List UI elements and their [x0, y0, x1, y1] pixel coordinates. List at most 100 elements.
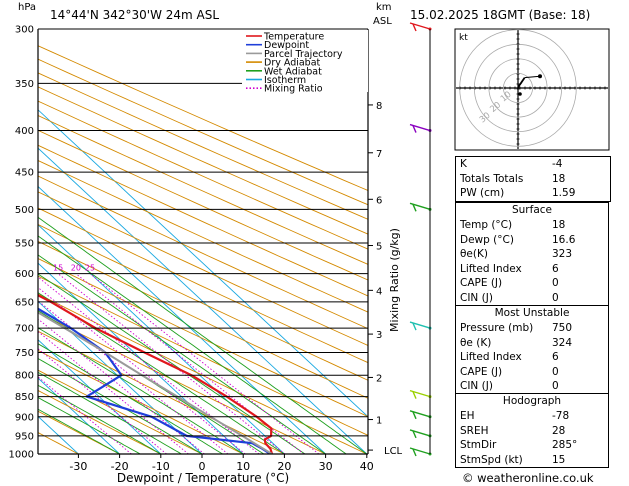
hodograph-frame: [454, 28, 610, 151]
legend-label: Parcel Trajectory: [264, 49, 343, 60]
datetime-title: 15.02.2025 18GMT (Base: 18): [410, 8, 591, 22]
x-tick-label: -20: [111, 460, 129, 473]
isotherm-line: [38, 339, 162, 454]
most-unstable-row: Pressure (mb) 750: [456, 321, 608, 336]
dry-adiabat-line: [38, 45, 368, 191]
wind-barb-flag: [412, 430, 417, 439]
hpa-axis-label: hPa: [18, 2, 37, 13]
wind-barb: [409, 447, 431, 455]
dry-adiabat-line: [38, 129, 368, 281]
surface-value: 0: [552, 277, 559, 290]
hodograph-mean-point: [518, 92, 522, 96]
wind-barbs: [409, 22, 432, 457]
index-key: K: [460, 158, 467, 170]
km-tick-label: 5: [376, 242, 382, 253]
wet-adiabat-line: [38, 310, 265, 454]
pressure-tick-label: 600: [15, 269, 34, 280]
index-key: PW (cm): [460, 187, 505, 200]
wind-barb: [409, 22, 431, 30]
wind-barb-flag: [412, 322, 417, 331]
hodograph-param-value: 285°: [552, 439, 578, 452]
most-unstable-value: 6: [552, 351, 559, 364]
dry-adiabat-line: [38, 389, 162, 454]
hodograph-param-key: EH: [460, 410, 475, 422]
pressure-tick-label: 900: [15, 412, 34, 423]
pressure-tick-label: 450: [15, 168, 34, 179]
isotherm-line: [38, 262, 244, 454]
wet-adiabat-line: [38, 327, 244, 454]
hodograph-trace: [517, 77, 526, 89]
wind-barb-flag: [412, 448, 417, 457]
pressure-tick-label: 500: [15, 205, 34, 216]
wet-adiabat-line: [38, 408, 120, 454]
index-row: PW (cm) 1.59: [456, 186, 610, 201]
x-tick-label: 10: [236, 460, 250, 473]
legend-label: Temperature: [263, 32, 324, 43]
surface-row: θe(K) 323: [456, 247, 608, 262]
wind-barb-flag: [412, 125, 417, 133]
km-tick-label: 7: [376, 149, 382, 160]
mixing-ratio-line: [89, 273, 320, 454]
pressure-tick-label: 700: [15, 324, 34, 335]
wet-adiabat-line: [38, 396, 141, 454]
hodograph-param-value: -78: [552, 410, 570, 422]
isotherm-line: [38, 300, 203, 454]
wind-barb-flag: [412, 411, 417, 420]
isotherm-line: [38, 224, 285, 454]
most-unstable-title: Most Unstable: [494, 307, 570, 319]
surface-key: Dewp (°C): [460, 233, 514, 246]
surface-key: Lifted Index: [460, 262, 522, 275]
legend-label: Wet Adiabat: [264, 66, 322, 77]
y-axis-title: Mixing Ratio (g/kg): [388, 228, 401, 332]
most-unstable-key: CIN (J): [460, 380, 493, 393]
surface-row: CAPE (J) 0: [456, 276, 608, 291]
legend-label: Isotherm: [264, 75, 306, 86]
dry-adiabat-line: [38, 349, 244, 454]
x-tick-label: 0: [199, 460, 206, 473]
pressure-tick-label: 400: [15, 126, 34, 137]
hodograph-param-value: 28: [552, 424, 566, 437]
hodograph-param-row: StmDir 285°: [456, 438, 608, 453]
dry-adiabat-line: [38, 369, 203, 454]
x-tick-label: 30: [319, 460, 333, 473]
hodograph-param-key: SREH: [460, 424, 489, 437]
isotherm-line: [38, 377, 120, 454]
x-tick-label: 40: [360, 460, 374, 473]
most-unstable-value: 0: [552, 380, 559, 393]
wet-adiabat-line: [38, 384, 162, 454]
most-unstable-key: Pressure (mb): [460, 322, 534, 334]
pressure-tick-label: 800: [15, 371, 34, 382]
surface-value: 0: [552, 291, 559, 304]
lcl-label: LCL: [384, 446, 403, 457]
dry-adiabat-line: [38, 114, 368, 265]
hodograph-param-row: SREH 28: [456, 424, 608, 439]
surface-row: CIN (J) 0: [456, 291, 608, 306]
mixing-ratio-label: 15: [53, 264, 63, 273]
most-unstable-row: CIN (J) 0: [456, 379, 608, 394]
x-axis-title: Dewpoint / Temperature (°C): [117, 471, 289, 485]
wind-barb: [409, 321, 431, 329]
surface-row: Dewp (°C) 16.6: [456, 233, 608, 248]
dewpoint-line: [38, 307, 271, 454]
wind-barb-flag: [412, 391, 417, 399]
dry-adiabat-line: [38, 58, 368, 206]
mixing-ratio-label: 25: [85, 264, 95, 273]
hodograph-param-key: StmDir: [460, 439, 497, 452]
pressure-tick-label: 750: [15, 348, 34, 359]
hodograph-params-box: Hodograph EH -78 SREH 28 StmDir 285° StmSpd (k…: [455, 393, 609, 469]
wet-adiabat-line: [38, 343, 223, 454]
km-tick-label: 2: [376, 373, 382, 384]
wind-barb-flag: [412, 204, 417, 212]
surface-value: 323: [552, 248, 573, 261]
isotherm-line: [38, 147, 368, 454]
surface-value: 6: [552, 262, 559, 275]
pressure-tick-label: 650: [15, 297, 34, 308]
surface-key: CAPE (J): [460, 277, 503, 290]
surface-value: 18: [552, 219, 566, 231]
index-row: Totals Totals 18: [456, 172, 610, 187]
km-tick-label: 6: [376, 195, 382, 206]
legend-label: Dry Adiabat: [264, 58, 321, 69]
most-unstable-key: θe (K): [460, 336, 492, 349]
wind-barb: [409, 389, 431, 398]
dry-adiabat-line: [38, 275, 368, 436]
